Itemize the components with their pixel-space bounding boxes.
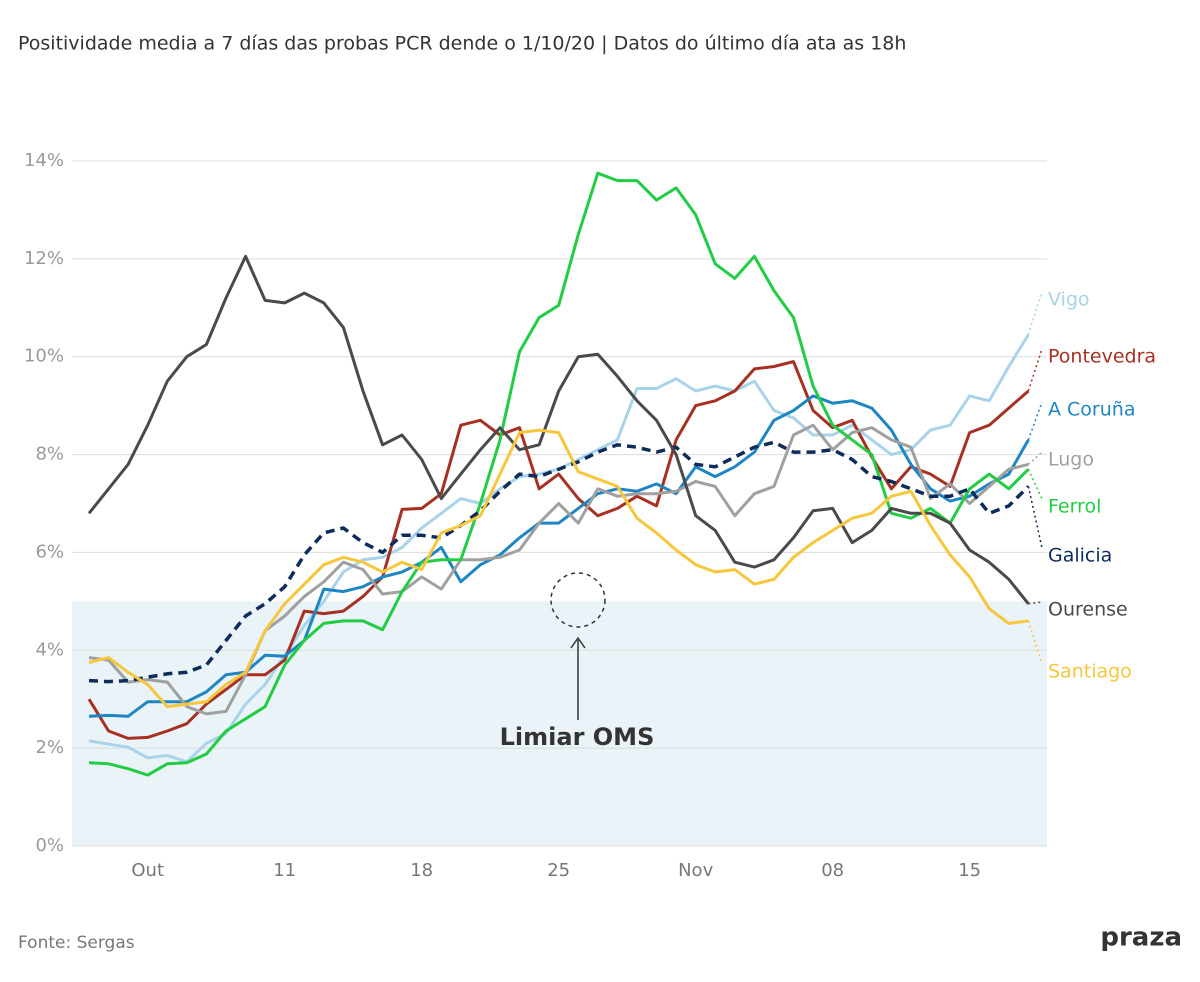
label-leader bbox=[1027, 401, 1043, 441]
label-leader bbox=[1027, 291, 1043, 335]
legend-label: Santiago bbox=[1048, 661, 1132, 683]
label-leader bbox=[1027, 486, 1043, 549]
y-tick-label: 8% bbox=[35, 444, 64, 465]
series-line bbox=[88, 171, 1030, 777]
threshold-band bbox=[72, 601, 1047, 846]
annotation-circle bbox=[550, 572, 606, 628]
y-tick-label: 4% bbox=[35, 639, 64, 660]
label-leader bbox=[1027, 468, 1043, 500]
legend-label: Ferrol bbox=[1048, 496, 1101, 518]
legend-label: Ourense bbox=[1048, 599, 1128, 621]
y-tick-label: 14% bbox=[24, 150, 64, 171]
chart-title: Positividade media a 7 días das probas P… bbox=[18, 33, 906, 55]
legend-label: Pontevedra bbox=[1048, 346, 1156, 368]
arrow-head bbox=[570, 636, 586, 649]
series-line bbox=[87, 254, 1030, 605]
series-line bbox=[88, 423, 1029, 716]
label-leader bbox=[1028, 601, 1043, 605]
y-tick-label: 12% bbox=[24, 248, 64, 269]
y-tick-label: 6% bbox=[35, 541, 64, 562]
y-tick-label: 10% bbox=[24, 346, 64, 367]
x-tick-label: Nov bbox=[678, 860, 713, 881]
legend-label: A Coruña bbox=[1048, 399, 1135, 421]
legend-label: Galicia bbox=[1048, 545, 1112, 567]
x-tick-label: 18 bbox=[410, 860, 433, 881]
legend-label: Lugo bbox=[1048, 449, 1094, 471]
label-leader bbox=[1027, 348, 1043, 392]
logo: praza bbox=[1100, 923, 1182, 953]
x-tick-label: 25 bbox=[547, 860, 570, 881]
annotation: Limiar OMS bbox=[500, 723, 655, 751]
series-line bbox=[88, 440, 1030, 684]
x-tick-label: Out bbox=[131, 860, 164, 881]
y-tick-label: 2% bbox=[35, 737, 64, 758]
label-leader bbox=[1027, 451, 1043, 465]
x-tick-label: 11 bbox=[273, 860, 296, 881]
source: Fonte: Sergas bbox=[18, 933, 135, 953]
y-tick-label: 0% bbox=[35, 835, 64, 856]
legend-label: Vigo bbox=[1048, 289, 1090, 311]
x-tick-label: 08 bbox=[821, 860, 844, 881]
plot-area: 0% 2% 4% 6% 8% 10% 12% 14% Out 11 18 25 Nov 08 15 Vigo P… bbox=[24, 150, 1156, 881]
series-line bbox=[88, 428, 1029, 709]
x-tick-label: 15 bbox=[958, 860, 981, 881]
